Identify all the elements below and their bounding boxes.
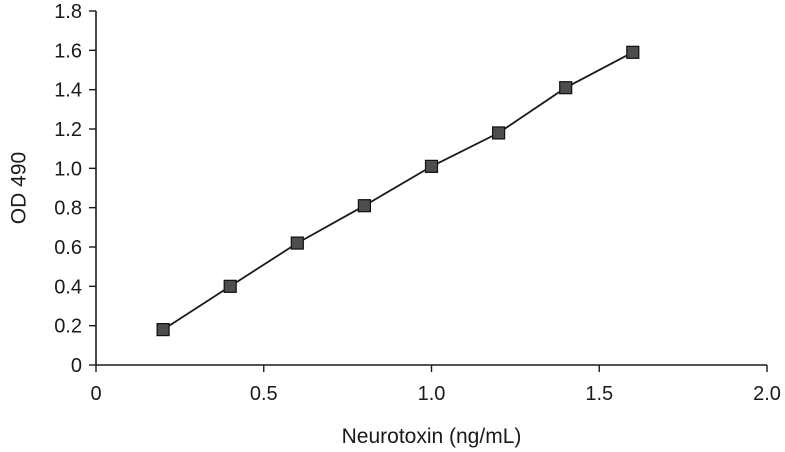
data-point-marker bbox=[290, 236, 304, 250]
data-point-marker bbox=[559, 81, 573, 95]
y-tick-label: 0 bbox=[71, 355, 82, 377]
y-tick-label: 0.4 bbox=[54, 276, 82, 298]
y-axis-ticks: 0 0.2 0.4 0.6 0.8 1.0 1.2 1.4 1.6 1.8 bbox=[54, 1, 96, 377]
data-point-marker bbox=[626, 45, 640, 59]
y-tick-label: 1.8 bbox=[54, 1, 82, 23]
x-axis-ticks: 0 0.5 1.0 1.5 2.0 bbox=[90, 365, 781, 405]
y-tick-label: 0.8 bbox=[54, 198, 82, 220]
axes bbox=[95, 11, 767, 366]
x-tick-label: 2.0 bbox=[753, 383, 781, 405]
x-tick-label: 0.5 bbox=[250, 383, 278, 405]
data-point-marker bbox=[424, 159, 439, 173]
data-point-marker bbox=[357, 199, 371, 213]
y-tick-label: 1.6 bbox=[54, 40, 82, 62]
series-line bbox=[162, 51, 634, 331]
x-tick-label: 1.5 bbox=[585, 383, 613, 405]
data-point-marker bbox=[223, 279, 237, 293]
x-tick-label: 1.0 bbox=[418, 383, 446, 405]
y-tick-label: 0.6 bbox=[54, 237, 82, 259]
data-point-marker bbox=[492, 126, 506, 140]
y-tick-label: 0.2 bbox=[54, 316, 82, 338]
x-axis-title: Neurotoxin (ng/mL) bbox=[342, 425, 522, 448]
y-axis-title: OD 490 bbox=[8, 152, 31, 224]
y-tick-label: 1.2 bbox=[54, 119, 82, 141]
y-tick-label: 1.4 bbox=[54, 80, 82, 102]
y-tick-label: 1.0 bbox=[54, 158, 82, 180]
series bbox=[156, 45, 640, 337]
x-tick-label: 0 bbox=[90, 383, 101, 405]
data-point-marker bbox=[156, 323, 170, 337]
